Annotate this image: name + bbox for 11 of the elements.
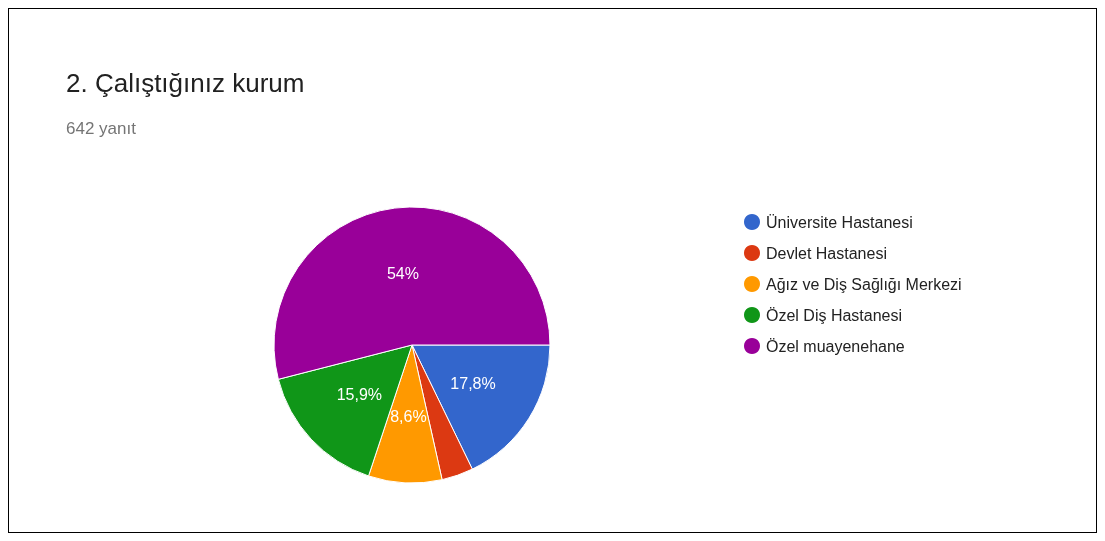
data-label: 8,6% bbox=[390, 408, 427, 426]
legend-label: Üniversite Hastanesi bbox=[766, 213, 913, 231]
legend-label: Özel Diş Hastanesi bbox=[766, 306, 903, 324]
text: 642 yanıt bbox=[66, 119, 137, 138]
data-label: 15,9% bbox=[336, 385, 383, 403]
legend-label: Özel muayenehane bbox=[766, 337, 905, 355]
legend-label: Devlet Hastanesi bbox=[766, 244, 887, 262]
legend-label: Ağız ve Diş Sağlığı Merkezi bbox=[766, 275, 962, 293]
data-label: 54% bbox=[386, 265, 419, 283]
chart-title: 2. Çalıştığınız kurum bbox=[66, 68, 305, 98]
data-label: 17,8% bbox=[450, 374, 496, 392]
